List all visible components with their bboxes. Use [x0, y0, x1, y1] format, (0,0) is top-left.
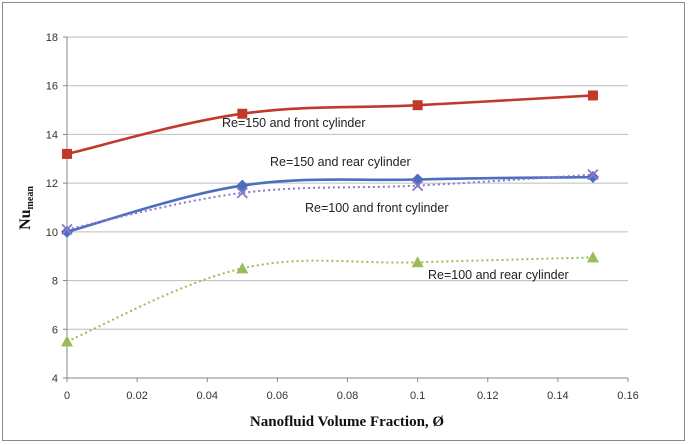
- x-tick-label: 0.06: [267, 390, 288, 402]
- series-line-0: [66, 94, 594, 156]
- marker-diamond: [411, 173, 424, 186]
- y-tick-label: 14: [46, 129, 58, 141]
- series-line-3: [66, 256, 593, 343]
- annotation-re100-rear: Re=100 and rear cylinder: [428, 268, 569, 282]
- marker-diamond: [586, 171, 599, 184]
- marker-triangle: [61, 335, 73, 347]
- x-tick-labels: 0 0.02 0.04 0.06 0.08 0.1 0.12 0.14 0.16: [64, 390, 639, 402]
- annotation-re100-front: Re=100 and front cylinder: [305, 201, 449, 215]
- marker-x: [236, 187, 248, 199]
- y-tick-label: 18: [46, 32, 58, 44]
- x-axis-label: Nanofluid Volume Fraction, Ø: [250, 414, 444, 430]
- marker-diamond: [61, 225, 73, 238]
- y-tick-label: 10: [46, 227, 58, 239]
- series-line-1: [66, 175, 593, 234]
- x-tick-label: 0.08: [337, 390, 358, 402]
- marker-triangle: [586, 251, 599, 263]
- chart-frame: [2, 2, 685, 441]
- y-tick-label: 4: [52, 373, 58, 385]
- marker-triangle: [411, 256, 424, 268]
- marker-square: [412, 100, 423, 111]
- y-tick-label: 16: [46, 81, 58, 93]
- y-tick-label: 6: [52, 324, 58, 336]
- marker-diamond: [236, 179, 249, 192]
- annotation-re150-rear: Re=150 and rear cylinder: [270, 155, 411, 169]
- marker-triangle: [236, 262, 249, 274]
- marker-square: [62, 148, 72, 159]
- x-tick-label: 0.1: [410, 390, 425, 402]
- annotation-re150-front: Re=150 and front cylinder: [222, 116, 366, 130]
- y-tick-label: 12: [46, 178, 58, 190]
- y-axis-label-subscript: mean: [25, 186, 36, 210]
- y-axis-label-group: Numean: [17, 186, 36, 230]
- y-axis-label: Nu: [17, 209, 34, 230]
- marker-square: [237, 108, 248, 119]
- x-tick-label: 0.12: [477, 390, 498, 402]
- y-tick-label: 8: [52, 276, 58, 288]
- marker-x: [587, 168, 599, 181]
- marker-x: [61, 223, 73, 236]
- marker-x: [411, 179, 424, 192]
- gridlines: [67, 36, 628, 330]
- x-tick-label: 0.14: [547, 390, 568, 402]
- x-tick-label: 0.02: [126, 390, 147, 402]
- x-tick-label: 0: [64, 390, 70, 402]
- y-tick-labels: 4 6 8 10 12 14 16 18: [46, 32, 58, 385]
- x-tick-label: 0.16: [617, 390, 638, 402]
- marker-square: [587, 90, 598, 101]
- svg-text:Numean: Numean: [17, 186, 36, 230]
- axes: [63, 36, 629, 382]
- series-group: [61, 90, 599, 347]
- x-tick-label: 0.04: [197, 390, 218, 402]
